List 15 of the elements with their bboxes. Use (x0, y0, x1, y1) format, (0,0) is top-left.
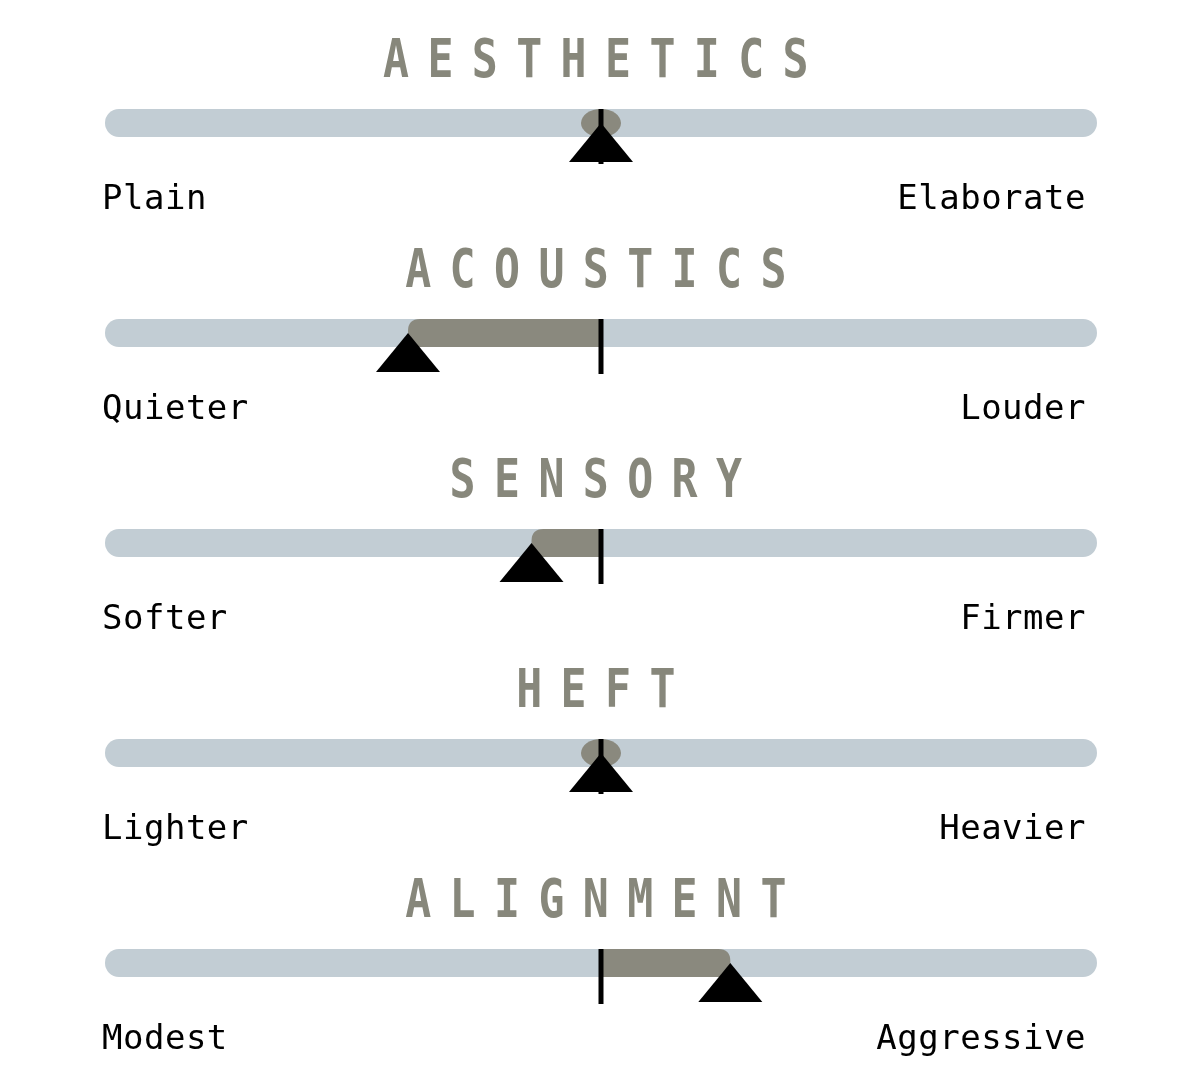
text: Louder (960, 387, 1086, 427)
y-tick-label: AESTHETICS (383, 27, 827, 91)
text: Quieter (102, 387, 249, 427)
text: Plain (102, 177, 207, 217)
text: Modest (102, 1017, 228, 1057)
y-tick-label: SENSORY (449, 447, 761, 511)
y-tick-label: HEFT (516, 657, 694, 721)
text: Aggressive (876, 1017, 1086, 1057)
text: Elaborate (897, 177, 1086, 217)
y-tick-label: ACOUSTICS (405, 237, 805, 301)
text: Heavier (939, 807, 1086, 847)
y-tick-label: ALIGNMENT (405, 867, 805, 931)
text: Lighter (102, 807, 249, 847)
text: Softer (102, 597, 228, 637)
text: Firmer (960, 597, 1086, 637)
